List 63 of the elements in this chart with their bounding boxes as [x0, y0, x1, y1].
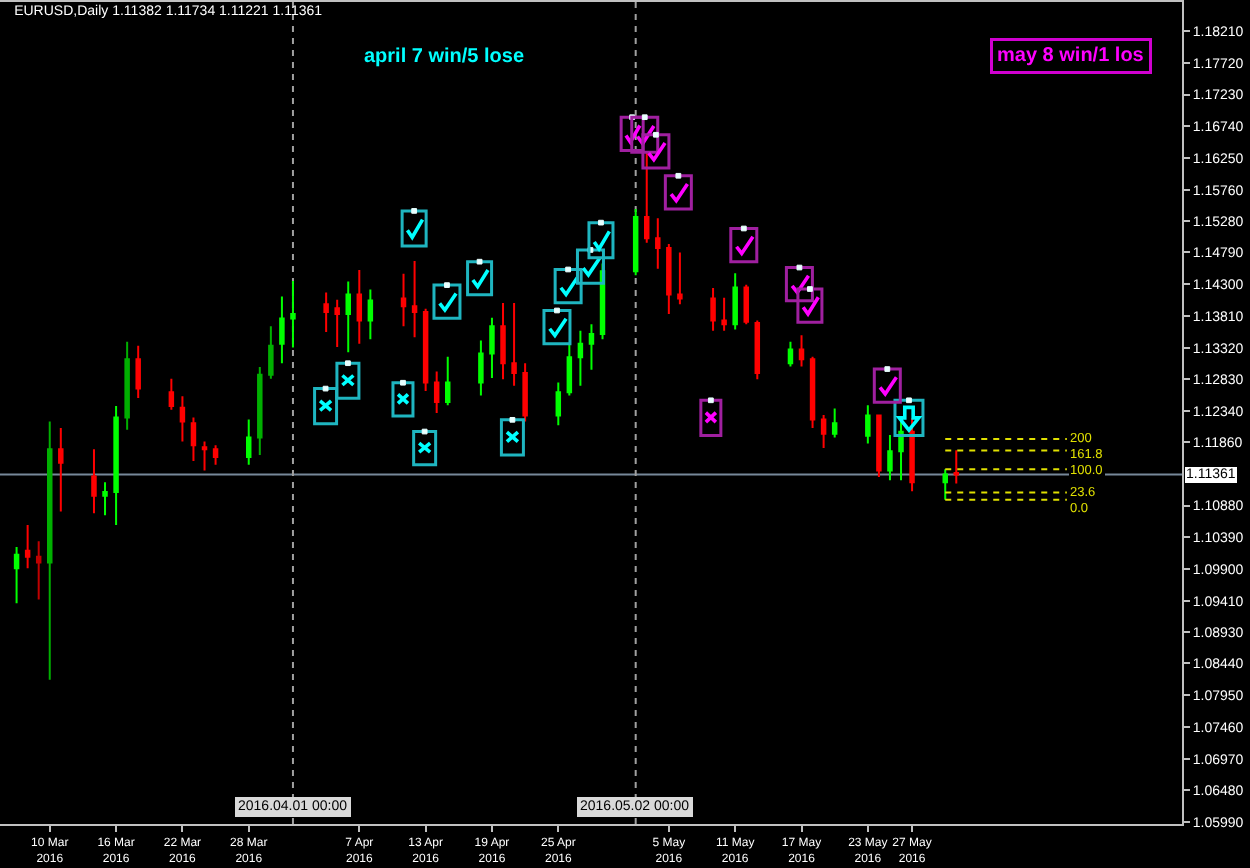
candlestick: [743, 283, 749, 326]
candlestick: [345, 280, 351, 354]
candlestick: [113, 404, 119, 526]
candlestick: [655, 217, 661, 270]
candlestick: [798, 334, 805, 368]
candlestick: [323, 291, 329, 334]
candlestick: [179, 395, 186, 443]
candlestick: [124, 340, 130, 431]
candlestick: [732, 272, 738, 331]
candlestick: [190, 416, 197, 462]
candlestick: [201, 440, 208, 472]
candlestick: [257, 366, 263, 457]
candlestick: [831, 407, 838, 439]
candlestick: [212, 444, 219, 466]
candlestick: [168, 377, 175, 411]
candlestick: [710, 287, 716, 332]
candlestick: [577, 329, 584, 387]
candlestick: [445, 355, 451, 407]
candlestick: [422, 307, 429, 392]
candlestick: [35, 540, 42, 601]
candlestick: [500, 301, 506, 381]
candlestick: [588, 323, 595, 371]
candlestick: [411, 259, 418, 339]
candlestick: [367, 288, 374, 341]
candlestick: [754, 319, 761, 381]
candlestick: [47, 420, 53, 681]
candlestick: [942, 468, 948, 501]
candlestick: [522, 362, 528, 423]
candlestick: [909, 417, 915, 493]
candlestick: [24, 523, 31, 570]
candlestick: [953, 449, 960, 485]
candlestick: [632, 208, 639, 277]
candlestick: [268, 325, 274, 380]
candlestick: [809, 355, 816, 429]
candlestick: [566, 342, 573, 397]
candlestick: [677, 251, 683, 306]
candlestick: [555, 381, 562, 427]
candlestick: [246, 418, 252, 466]
candlestick: [478, 339, 484, 397]
candlestick: [290, 279, 296, 349]
candlestick: [887, 434, 893, 482]
candlestick: [356, 268, 363, 345]
candlestick: [721, 296, 727, 332]
candlestick: [489, 316, 495, 380]
candlestick: [876, 413, 882, 479]
candlestick: [279, 295, 285, 365]
annotation: april 7 win/5 lose: [364, 46, 525, 68]
annotation: may 8 win/1 los: [997, 45, 1145, 67]
candlestick: [433, 370, 440, 414]
candlestick: [135, 344, 141, 400]
candlestick: [334, 298, 340, 348]
candlestick: [58, 426, 64, 513]
candlestick: [820, 413, 827, 449]
candlestick: [13, 545, 20, 605]
candlestick: [511, 301, 517, 387]
candlestick: [666, 243, 672, 315]
candlestick: [102, 481, 108, 517]
candlestick: [644, 150, 650, 244]
candlestick: [865, 404, 871, 445]
candlestick: [787, 340, 794, 368]
candlestick: [400, 272, 407, 328]
candlestick: [91, 448, 97, 515]
candlestick: [898, 420, 904, 482]
